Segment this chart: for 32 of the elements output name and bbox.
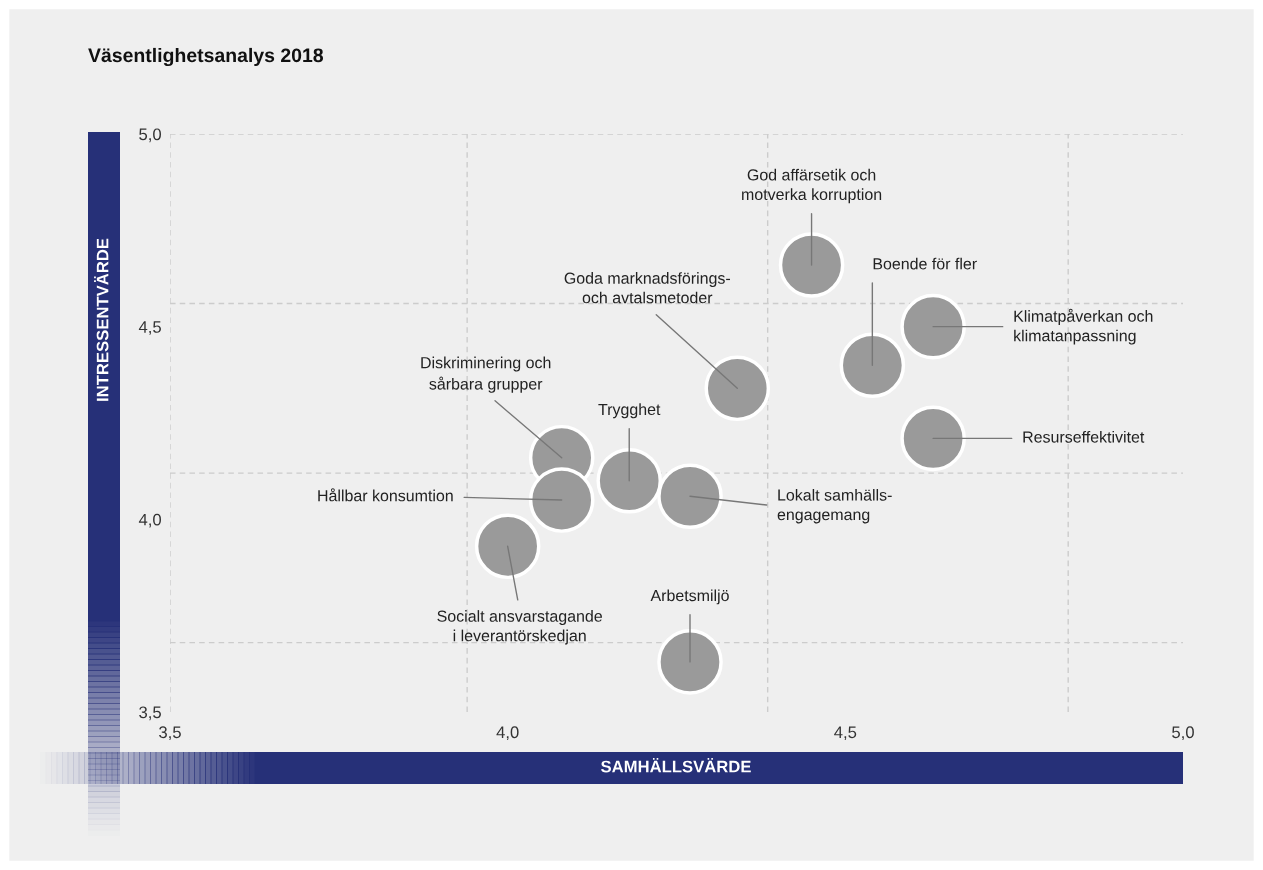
point [474,513,541,580]
annotation: Hållbar konsumtion [318,488,453,502]
annotation: Arbetsmiljö [650,589,729,605]
point [839,332,906,398]
annotation: Diskriminering och sårbara grupper [421,356,551,393]
point [900,293,966,360]
y-tick-label: 3,5 [139,706,161,721]
y-tick-label: 4,0 [138,513,162,528]
x-tick-label: 4,5 [834,726,857,741]
annotation: Klimatpåverkan och klimatanpassning [1014,308,1153,345]
y-tick-label: 5,0 [139,128,162,143]
annotation: Resurseffektivitet [1023,430,1145,443]
point [657,629,723,695]
x-tick-label: 5,0 [1172,726,1194,741]
y-tick-label: 4,5 [138,321,161,335]
point [704,355,771,422]
annotation: Boende för fler [873,257,977,270]
x-tick-label: 4,0 [496,726,519,741]
point [596,448,663,514]
x-axis-title: SAMHÄLLSVÄRDE [601,758,751,773]
annotation: Socialt ansvarstagande i leverantörskedjan [437,610,602,645]
point [657,463,723,530]
x-tick-label: 3,5 [159,726,181,741]
point [778,232,845,298]
annotation: Goda marknadsförings- och avtalsmetoder [564,272,731,304]
point [900,405,966,472]
y-axis-title: INTRESSENTVÄRDE [94,238,109,401]
annotation: Trygghet [598,403,661,419]
chart-title: Väsentlighetsanalys 2018 [88,47,324,67]
annotation: Lokalt samhälls- engagemang [777,489,892,524]
point [528,467,595,533]
annotation: God affärsetik och motverka korruption [742,168,882,204]
